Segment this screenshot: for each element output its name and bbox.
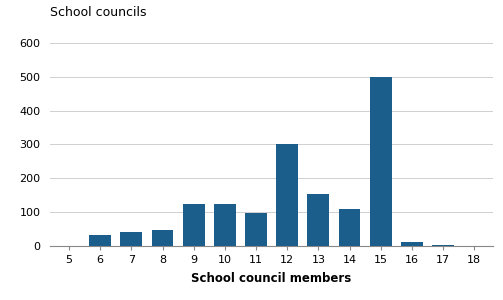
Bar [183,204,205,246]
Bar [401,242,423,246]
X-axis label: School council members: School council members [192,272,352,285]
Bar [214,204,236,246]
Bar [245,213,267,246]
Bar [339,209,361,246]
Bar [89,235,111,246]
Bar [370,76,392,246]
Bar [120,232,142,246]
Text: School councils: School councils [50,6,147,19]
Bar [151,230,174,246]
Bar [276,144,298,246]
Bar [307,194,329,246]
Bar [432,245,454,246]
